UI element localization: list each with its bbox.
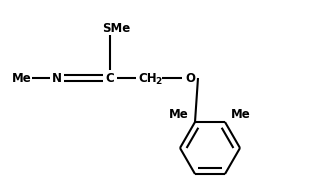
- Text: Me: Me: [12, 72, 32, 84]
- Text: Me: Me: [231, 107, 251, 121]
- Text: 2: 2: [155, 76, 161, 85]
- Text: C: C: [106, 72, 114, 84]
- Text: O: O: [185, 72, 195, 84]
- Text: Me: Me: [169, 107, 189, 121]
- Text: CH: CH: [139, 72, 157, 84]
- Text: N: N: [52, 72, 62, 84]
- Text: SMe: SMe: [102, 21, 130, 35]
